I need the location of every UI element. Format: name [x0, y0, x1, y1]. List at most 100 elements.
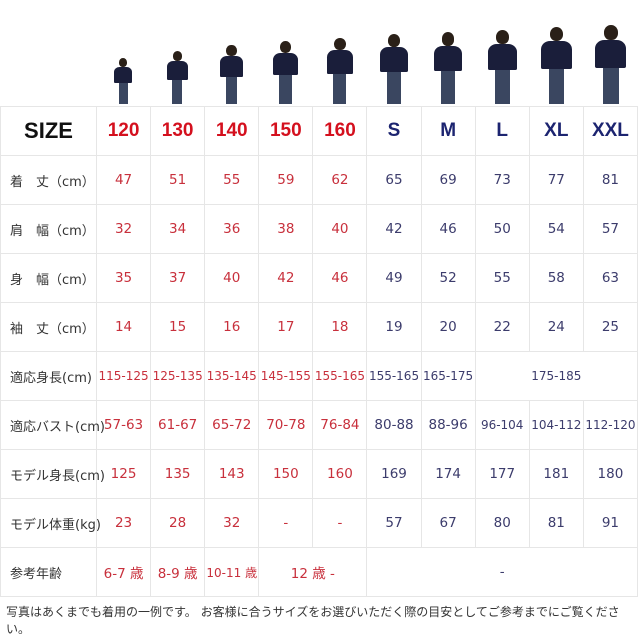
- table-cell: 181: [528, 449, 584, 499]
- footnote: 写真はあくまでも着用の一例です。 お客様に合うサイズをお選びいただく際の目安とし…: [6, 605, 620, 636]
- table-cell: 80-88: [366, 400, 422, 450]
- table-row: モデル体重(kg) 23 28 32- -57 67 80 81 91: [0, 498, 639, 548]
- table-cell: 177: [474, 449, 530, 499]
- table-row: 適応バスト(cm) 57-63 61-67 65-72 70-78 76-84 80-88 8…: [0, 400, 639, 450]
- table-cell: 112-120: [582, 400, 639, 450]
- table-cell: 150: [258, 449, 314, 499]
- table-cell: 37: [150, 253, 206, 303]
- model-figure: [273, 41, 298, 104]
- table-cell: 81: [582, 155, 639, 205]
- table-cell: 40: [312, 204, 368, 254]
- table-cell: 16: [204, 302, 260, 352]
- table-cell: 59: [258, 155, 314, 205]
- table-cell: 63: [582, 253, 639, 303]
- table-cell: 55: [204, 155, 260, 205]
- table-cell: 32: [95, 204, 152, 254]
- table-row: 身 幅（cm） 35 37 40 42 46 49 52 55 58 63: [0, 253, 639, 303]
- table-cell: 160: [312, 449, 368, 499]
- table-cell: 61-67: [150, 400, 206, 450]
- row-label: 着 丈（cm）: [0, 155, 97, 205]
- row-label: モデル体重(kg): [0, 498, 101, 548]
- table-cell: 65: [366, 155, 422, 205]
- table-cell: -: [258, 498, 314, 548]
- table-cell: 58: [528, 253, 584, 303]
- model-photos: [0, 0, 640, 106]
- table-cell: 169: [366, 449, 422, 499]
- table-cell: 17: [258, 302, 314, 352]
- table-cell: 28: [150, 498, 206, 548]
- row-label: 肩 幅（cm）: [0, 204, 97, 254]
- table-cell: 52: [420, 253, 476, 303]
- table-row: 参考年齢 6-7 歳 8-9 歳 10-11 歳 12 歳 --: [0, 547, 638, 597]
- table-cell: 40: [204, 253, 260, 303]
- row-label: 身 幅（cm）: [0, 253, 97, 303]
- row-label: 袖 丈（cm）: [0, 302, 97, 352]
- table-cell: 165-175: [420, 351, 476, 401]
- table-cell: 46: [312, 253, 368, 303]
- table-cell: 125-135: [150, 351, 206, 401]
- model-figure: [114, 58, 132, 104]
- table-cell: -: [312, 498, 368, 548]
- table-cell: 80: [474, 498, 530, 548]
- table-cell: 12 歳 -: [258, 547, 368, 597]
- table-cell: 91: [582, 498, 639, 548]
- size-header-m: M: [420, 106, 476, 156]
- model-figure: [434, 32, 463, 104]
- table-cell: 88-96: [420, 400, 476, 450]
- table-cell: 70-78: [258, 400, 314, 450]
- table-cell: 57: [582, 204, 639, 254]
- size-header-label: SIZE: [0, 106, 97, 156]
- table-cell: 10-11 歳: [204, 547, 260, 597]
- table-cell: 46: [420, 204, 476, 254]
- table-cell: 135: [150, 449, 206, 499]
- model-figure: [219, 45, 243, 104]
- table-cell: 35: [95, 253, 152, 303]
- table-cell: 135-145: [204, 351, 260, 401]
- row-label: 参考年齢: [0, 547, 97, 597]
- table-cell: 38: [258, 204, 314, 254]
- table-cell: 49: [366, 253, 422, 303]
- table-cell: 51: [150, 155, 206, 205]
- table-cell: 6-7 歳: [95, 547, 152, 597]
- model-figure: [326, 37, 353, 104]
- size-header-s: S: [366, 106, 422, 156]
- size-header-xl: XL: [528, 106, 584, 156]
- table-cell: 57-63: [95, 400, 152, 450]
- table-cell: 20: [420, 302, 476, 352]
- size-header-130: 130: [150, 106, 206, 156]
- table-cell: 15: [150, 302, 206, 352]
- table-cell: 73: [474, 155, 530, 205]
- model-figure: [488, 30, 517, 104]
- row-label: 適応バスト(cm): [0, 400, 105, 450]
- table-cell: 174: [420, 449, 476, 499]
- table-cell: 145-155: [258, 351, 314, 401]
- model-figure: [166, 50, 188, 104]
- table-cell: 19: [366, 302, 422, 352]
- table-row: モデル身長(cm) 125 135 143 150 160 169 174 177 181 180: [0, 449, 639, 499]
- table-cell: 50: [474, 204, 530, 254]
- table-cell: 34: [150, 204, 206, 254]
- row-label: 適応身長(cm): [0, 351, 97, 401]
- size-chart-table: SIZE 120 130 140 150 160 S M L XL XXL 着 丈（cm） 47 51 55…: [0, 106, 639, 597]
- model-figure: [380, 34, 408, 104]
- size-header-xxl: XXL: [582, 106, 639, 156]
- table-cell: 18: [312, 302, 368, 352]
- table-cell: 76-84: [312, 400, 368, 450]
- table-cell: 180: [582, 449, 639, 499]
- table-cell: 42: [366, 204, 422, 254]
- size-header-150: 150: [258, 106, 314, 156]
- size-header-120: 120: [95, 106, 152, 156]
- table-cell: 23: [95, 498, 152, 548]
- table-cell: 47: [95, 155, 152, 205]
- table-cell: 65-72: [204, 400, 260, 450]
- size-header-160: 160: [312, 106, 368, 156]
- table-cell: 155-165: [366, 351, 422, 401]
- table-cell: 54: [528, 204, 584, 254]
- table-cell: 24: [528, 302, 584, 352]
- table-row: 袖 丈（cm） 14 15 16 17 18 19 20 22 24 25: [0, 302, 639, 352]
- table-row: 適応身長(cm) 115-125 125-135 135-145 145-155 155-…: [0, 351, 639, 401]
- table-cell: 62: [312, 155, 368, 205]
- table-cell: 14: [95, 302, 152, 352]
- table-cell: 104-112: [528, 400, 584, 450]
- table-cell: 115-125: [95, 351, 152, 401]
